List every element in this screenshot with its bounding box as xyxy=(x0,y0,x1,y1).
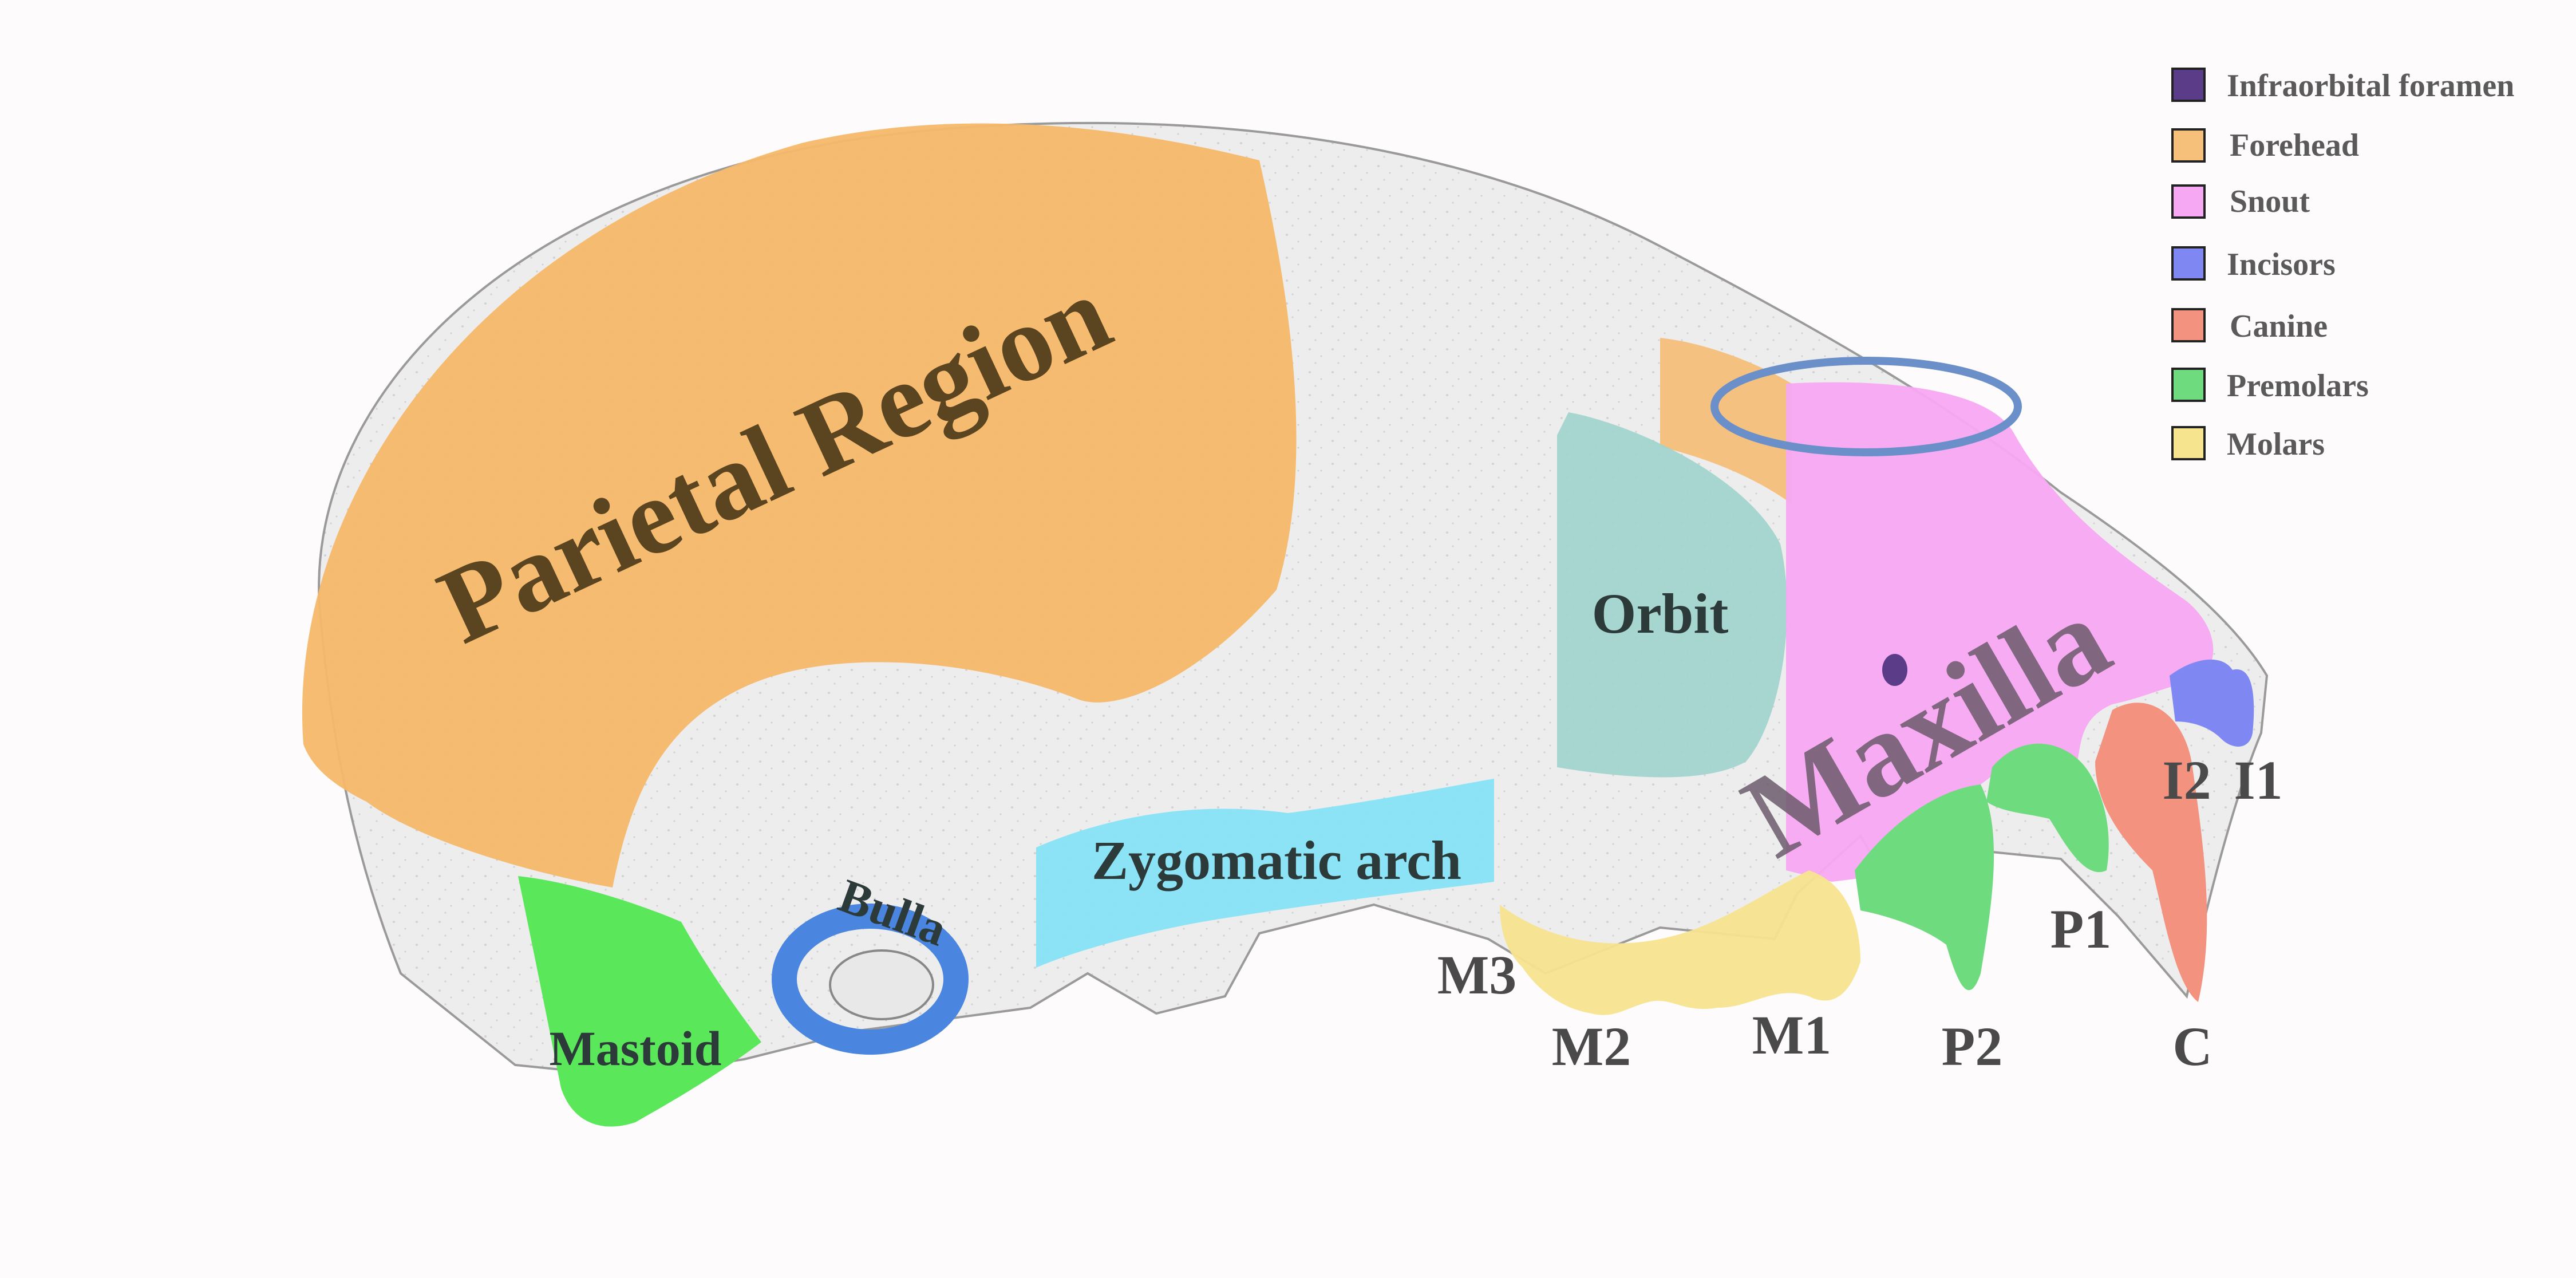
mastoid-region xyxy=(518,876,761,1127)
premolar-p1 xyxy=(1986,743,2109,873)
zygomatic-arch-label: Zygomatic arch xyxy=(1092,830,1461,891)
legend-item: Molars xyxy=(2171,426,2325,462)
legend-label: Canine xyxy=(2230,309,2328,344)
legend-label: Molars xyxy=(2227,427,2325,462)
legend-swatch xyxy=(2171,426,2206,460)
maxilla-region xyxy=(1786,382,2214,882)
legend-swatch xyxy=(2171,246,2206,281)
tooth-label-i2: I2 xyxy=(2162,750,2211,811)
legend: Infraorbital foramen Forehead Snout Inci… xyxy=(2171,68,2514,462)
legend-label: Incisors xyxy=(2227,247,2336,282)
legend-item: Forehead xyxy=(2171,128,2359,163)
orbit-label: Orbit xyxy=(1592,582,1729,645)
tooth-label-c: C xyxy=(2172,1016,2212,1077)
legend-swatch xyxy=(2171,128,2206,163)
legend-label: Infraorbital foramen xyxy=(2227,68,2514,104)
tooth-label-i1: I1 xyxy=(2234,750,2282,811)
molars-region xyxy=(1500,870,1860,1015)
legend-swatch xyxy=(2171,68,2206,102)
bulla-inner xyxy=(829,949,934,1020)
legend-swatch xyxy=(2171,368,2206,402)
mastoid-label: Mastoid xyxy=(550,1021,722,1076)
legend-swatch xyxy=(2171,184,2206,219)
premolar-p2 xyxy=(1855,784,1994,991)
parietal-region xyxy=(302,123,1297,888)
legend-item: Infraorbital foramen xyxy=(2171,68,2514,104)
tooth-label-m1: M1 xyxy=(1752,1004,1832,1066)
legend-swatch xyxy=(2171,308,2206,342)
legend-item: Canine xyxy=(2171,308,2328,344)
tooth-label-m2: M2 xyxy=(1552,1016,1631,1077)
tooth-label-p2: P2 xyxy=(1942,1016,2003,1077)
orbit-region xyxy=(1557,412,1787,778)
legend-item: Snout xyxy=(2171,184,2310,219)
highlight-ellipse xyxy=(1710,357,2022,456)
infraorbital-foramen-marker xyxy=(1882,654,1907,686)
zygomatic-arch-region xyxy=(1036,779,1494,968)
incisors-region xyxy=(2170,659,2254,747)
legend-label: Forehead xyxy=(2230,128,2359,163)
legend-item: Incisors xyxy=(2171,246,2336,282)
legend-label: Snout xyxy=(2230,184,2310,219)
legend-item: Premolars xyxy=(2171,368,2369,404)
tooth-label-p1: P1 xyxy=(2050,898,2112,960)
canine-region xyxy=(2095,703,2207,1002)
legend-label: Premolars xyxy=(2227,368,2369,404)
bulla-region xyxy=(772,904,969,1055)
tooth-label-m3: M3 xyxy=(1437,944,1517,1005)
